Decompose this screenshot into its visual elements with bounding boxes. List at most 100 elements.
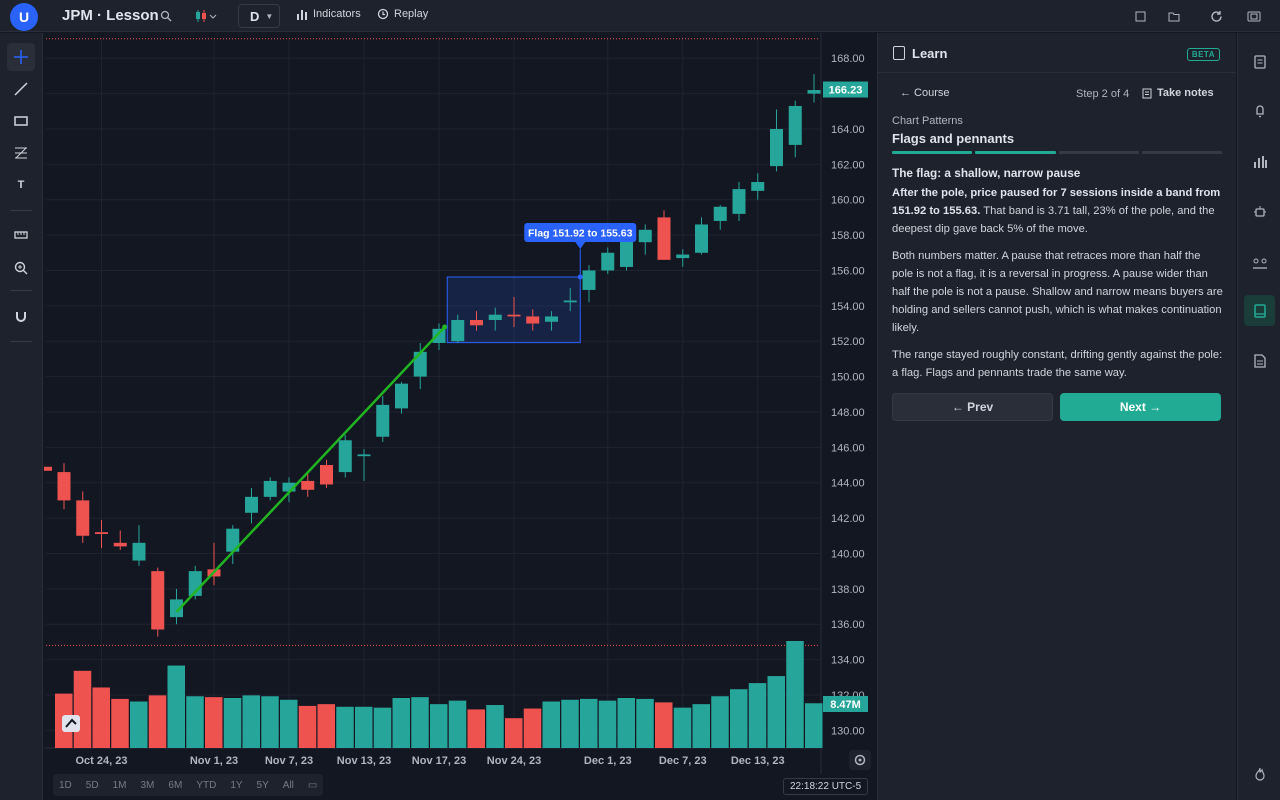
prev-button[interactable]: ← Prev bbox=[892, 393, 1053, 421]
volume-bar bbox=[673, 707, 692, 748]
screenshot-icon[interactable] bbox=[1246, 8, 1262, 24]
price-tick-label: 142.00 bbox=[831, 513, 865, 525]
hotlists-flame-icon[interactable] bbox=[1244, 758, 1275, 789]
lesson-progress bbox=[892, 151, 1222, 154]
candle-body bbox=[713, 206, 727, 221]
candle-body bbox=[170, 599, 183, 618]
time-tick-label: Dec 7, 23 bbox=[659, 755, 707, 767]
chart-area[interactable]: Flag 151.92 to 155.63168.00166.00164.001… bbox=[44, 33, 876, 774]
trend-line-tool-icon[interactable] bbox=[7, 75, 35, 103]
replay-icon bbox=[377, 8, 389, 20]
replay-label: Replay bbox=[394, 8, 429, 20]
progress-segment bbox=[1141, 151, 1222, 154]
range-button-1m[interactable]: 1M bbox=[112, 779, 127, 791]
settings-gear-icon[interactable] bbox=[854, 754, 866, 766]
volume-bar bbox=[148, 695, 167, 748]
data-window-icon[interactable] bbox=[1244, 146, 1275, 177]
candle-body bbox=[376, 404, 390, 437]
fib-tool-icon[interactable] bbox=[7, 139, 35, 167]
zoom-tool-icon[interactable] bbox=[7, 254, 35, 282]
range-button-3m[interactable]: 3M bbox=[140, 779, 155, 791]
calendar-icon[interactable]: ▭ bbox=[307, 779, 318, 791]
price-tick-label: 146.00 bbox=[831, 442, 865, 454]
volume-bar bbox=[805, 703, 823, 748]
price-chart[interactable]: Flag 151.92 to 155.63168.00166.00164.001… bbox=[44, 33, 876, 774]
volume-bar bbox=[317, 704, 335, 748]
volume-bar bbox=[523, 708, 542, 748]
notes-panel-icon[interactable] bbox=[1244, 345, 1275, 376]
flag-label-box[interactable] bbox=[524, 223, 637, 243]
price-tick-label: 158.00 bbox=[831, 230, 865, 242]
course-back-link[interactable]: ← Course bbox=[900, 87, 950, 99]
volume-bar bbox=[786, 641, 804, 748]
pole-trend-line[interactable] bbox=[175, 326, 446, 613]
rectangle-tool-icon[interactable] bbox=[7, 107, 35, 135]
volume-bar bbox=[542, 701, 560, 748]
range-button-5y[interactable]: 5Y bbox=[256, 779, 269, 791]
time-tick-label: Nov 17, 23 bbox=[412, 755, 466, 767]
volume-bar bbox=[692, 704, 710, 748]
range-button-all[interactable]: All bbox=[282, 779, 294, 791]
watchlist-icon[interactable] bbox=[1244, 46, 1275, 77]
volume-bar bbox=[617, 698, 635, 748]
flag-label-anchor bbox=[577, 274, 583, 280]
learn-panel: Learn BETA ← Course Step 2 of 4 Take not… bbox=[877, 33, 1236, 800]
progress-segment bbox=[975, 151, 1056, 154]
toolbar-divider bbox=[10, 290, 32, 291]
volume-bar bbox=[205, 697, 223, 748]
volume-bar bbox=[186, 696, 204, 748]
lesson-body: The flag: a shallow, narrow pause After … bbox=[892, 164, 1224, 391]
community-icon[interactable] bbox=[1244, 247, 1275, 278]
range-button-1y[interactable]: 1Y bbox=[230, 779, 243, 791]
volume-bar bbox=[486, 705, 504, 748]
volume-bar bbox=[92, 687, 110, 748]
last-price-badge bbox=[823, 81, 868, 98]
price-tick-label: 152.00 bbox=[831, 336, 865, 348]
range-button-6m[interactable]: 6M bbox=[168, 779, 183, 791]
interval-selector[interactable]: D ▼ bbox=[238, 4, 280, 28]
text-tool-icon[interactable]: T bbox=[17, 179, 25, 191]
learn-book-icon[interactable] bbox=[1244, 295, 1275, 326]
range-button-ytd[interactable]: YTD bbox=[196, 779, 217, 791]
candle-body bbox=[413, 351, 427, 377]
app-logo-mark bbox=[65, 718, 77, 728]
folder-icon[interactable] bbox=[1166, 8, 1182, 24]
trend-line-handle[interactable] bbox=[442, 324, 448, 330]
price-tick-label: 162.00 bbox=[831, 159, 865, 171]
range-button-1d[interactable]: 1D bbox=[59, 779, 72, 791]
user-avatar[interactable]: U bbox=[10, 3, 38, 31]
volume-bar bbox=[392, 698, 410, 748]
volume-bar bbox=[767, 676, 785, 748]
lesson-category: Chart Patterns bbox=[892, 115, 963, 127]
candle-body bbox=[638, 229, 652, 243]
volume-bar bbox=[636, 698, 654, 748]
drawing-toolbar: T bbox=[0, 33, 43, 800]
ruler-tool-icon[interactable] bbox=[7, 221, 35, 249]
alerts-icon[interactable] bbox=[1244, 95, 1275, 126]
search-icon[interactable] bbox=[158, 8, 174, 24]
candles-chart-type-icon[interactable] bbox=[195, 8, 219, 24]
layout-icon[interactable] bbox=[1132, 8, 1148, 24]
lesson-paragraph-1-bold: After the pole, price paused for 7 sessi… bbox=[892, 187, 1221, 217]
volume-bar bbox=[261, 696, 279, 748]
candle-body bbox=[488, 314, 502, 320]
magnet-tool-icon[interactable] bbox=[7, 303, 35, 331]
candle-body bbox=[751, 182, 765, 191]
price-tick-label: 156.00 bbox=[831, 265, 865, 277]
next-button[interactable]: Next → bbox=[1060, 393, 1221, 421]
lesson-heading: The flag: a shallow, narrow pause bbox=[892, 166, 1081, 180]
range-button-5d[interactable]: 5D bbox=[85, 779, 99, 791]
candle-body bbox=[76, 500, 90, 536]
price-tick-label: 144.00 bbox=[831, 478, 865, 490]
price-tick-label: 150.00 bbox=[831, 372, 865, 384]
indicators-button[interactable]: Indicators bbox=[296, 8, 361, 20]
crosshair-tool-icon[interactable] bbox=[7, 43, 35, 71]
symbol-title[interactable]: JPM · Lesson bbox=[62, 7, 159, 24]
take-notes-button[interactable]: Take notes bbox=[1142, 87, 1214, 99]
refresh-icon[interactable] bbox=[1208, 8, 1224, 24]
robot-icon[interactable] bbox=[1244, 196, 1275, 227]
interval-label: D bbox=[250, 8, 260, 24]
volume-bar bbox=[111, 698, 129, 748]
candle-body bbox=[338, 440, 352, 473]
replay-button[interactable]: Replay bbox=[377, 8, 428, 20]
